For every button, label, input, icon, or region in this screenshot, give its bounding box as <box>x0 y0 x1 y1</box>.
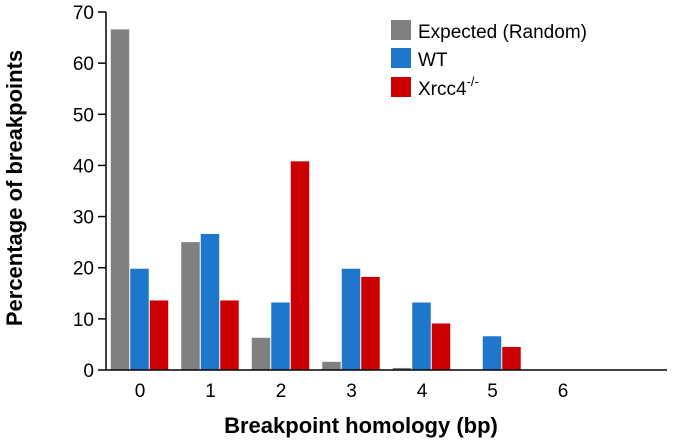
legend-label-wt: WT <box>418 50 448 71</box>
bar-xrcc4-4 <box>431 323 451 370</box>
y-tick-label: 10 <box>73 310 94 331</box>
bar-expected-3 <box>322 361 341 370</box>
bar-expected-2 <box>251 337 271 370</box>
legend-swatch-xrcc4 <box>391 77 411 97</box>
bar-wt-5 <box>482 336 502 370</box>
bar-wt-4 <box>412 302 431 370</box>
bar-wt-1 <box>200 233 220 370</box>
bar-expected-1 <box>181 242 200 370</box>
bar-xrcc4-1 <box>220 300 239 370</box>
x-tick-label: 3 <box>346 381 357 402</box>
y-tick-label: 70 <box>73 3 94 24</box>
x-tick-label: 2 <box>276 381 287 402</box>
x-tick-label: 0 <box>135 381 146 402</box>
legend-swatch-expected <box>391 20 411 40</box>
y-tick-label: 60 <box>73 54 94 75</box>
y-tick-label: 0 <box>83 361 94 382</box>
bar-xrcc4-0 <box>149 300 169 370</box>
x-axis-title: Breakpoint homology (bp) <box>224 413 498 438</box>
bar-expected-4 <box>392 367 412 370</box>
x-tick-label: 4 <box>417 381 428 402</box>
y-tick-label: 50 <box>73 105 94 126</box>
y-tick-label: 40 <box>73 156 94 177</box>
x-tick-label: 6 <box>558 381 569 402</box>
bar-wt-0 <box>130 268 149 370</box>
legend-label-expected: Expected (Random) <box>418 22 587 43</box>
legend-label-xrcc4: Xrcc4-/- <box>418 74 479 100</box>
bar-xrcc4-5 <box>502 346 521 370</box>
x-tick-label: 5 <box>487 381 498 402</box>
y-axis-title: Percentage of breakpoints <box>2 50 27 326</box>
bar-expected-0 <box>110 29 130 370</box>
bar-xrcc4-3 <box>361 276 380 370</box>
legend: Expected (Random) WT Xrcc4-/- <box>391 20 587 100</box>
y-tick-label: 30 <box>73 208 94 229</box>
bar-wt-3 <box>341 268 361 370</box>
y-tick-label: 20 <box>73 259 94 280</box>
legend-swatch-wt <box>391 48 411 68</box>
bar-wt-2 <box>271 302 290 370</box>
x-tick-label: 1 <box>205 381 216 402</box>
bar-xrcc4-2 <box>290 161 310 370</box>
